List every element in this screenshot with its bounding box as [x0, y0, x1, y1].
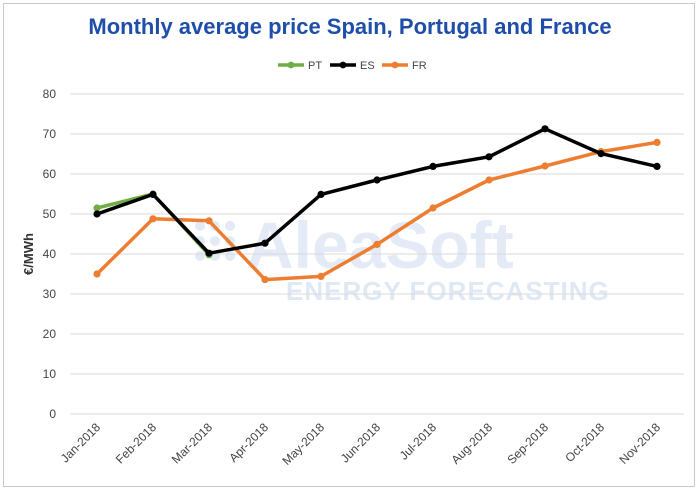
data-point-es — [485, 153, 493, 161]
data-point-fr — [653, 138, 661, 146]
legend-item-pt: PT — [278, 60, 322, 72]
legend-item-fr: FR — [382, 60, 427, 72]
watermark-line2: ENERGY FORECASTING — [286, 276, 610, 306]
data-point-fr — [93, 270, 101, 278]
data-point-fr — [541, 162, 549, 170]
y-tick-label: 80 — [43, 87, 57, 101]
data-point-es — [541, 125, 549, 133]
x-axis-ticks: Jan-2018 Feb-2018 Mar-2018 Apr-2018 May-2018… — [58, 420, 664, 468]
legend-marker — [287, 61, 295, 69]
data-point-es — [93, 210, 101, 218]
data-point-pt — [93, 204, 101, 212]
data-point-es — [317, 190, 325, 198]
legend-label: PT — [308, 60, 322, 72]
legend-marker — [339, 61, 347, 69]
data-point-es — [597, 150, 605, 158]
data-point-fr — [261, 276, 269, 284]
data-point-fr — [317, 272, 325, 280]
x-tick-label: Jan-2018 — [58, 420, 104, 466]
data-point-fr — [373, 240, 381, 248]
data-point-es — [373, 176, 381, 184]
y-tick-label: 30 — [43, 287, 57, 301]
chart-title: Monthly average price Spain, Portugal an… — [88, 14, 612, 39]
data-point-fr — [429, 204, 437, 212]
x-tick-label: May-2018 — [279, 420, 327, 468]
data-point-es — [653, 162, 661, 170]
y-tick-label: 20 — [43, 327, 57, 341]
data-point-es — [205, 249, 213, 257]
x-tick-label: Oct-2018 — [562, 420, 607, 465]
series-es — [93, 125, 661, 257]
y-axis-ticks: 0 10 20 30 40 50 60 70 80 — [43, 87, 57, 421]
data-point-es — [429, 162, 437, 170]
x-tick-label: Jun-2018 — [338, 420, 384, 466]
legend-marker — [391, 61, 399, 69]
series-line-pt — [96, 192, 211, 256]
y-tick-label: 50 — [43, 207, 57, 221]
data-point-fr — [149, 215, 157, 223]
series-lines — [93, 125, 661, 284]
y-tick-label: 0 — [49, 407, 56, 421]
legend-label: FR — [412, 60, 427, 72]
data-point-fr — [205, 217, 213, 225]
x-tick-label: Apr-2018 — [226, 420, 271, 465]
data-point-fr — [485, 176, 493, 184]
x-tick-label: Aug-2018 — [448, 420, 495, 467]
y-tick-label: 10 — [43, 367, 57, 381]
x-tick-label: Sep-2018 — [504, 420, 551, 467]
y-tick-label: 40 — [43, 247, 57, 261]
y-axis-label: €/MWh — [21, 233, 36, 275]
data-point-es — [261, 239, 269, 247]
legend-label: ES — [360, 60, 375, 72]
legend-item-es: ES — [330, 60, 375, 72]
watermark-logo: AleaSoft ENERGY FORECASTING — [195, 208, 610, 306]
y-tick-label: 60 — [43, 167, 57, 181]
series-pt — [93, 190, 213, 259]
series-fr — [93, 138, 661, 284]
chart-frame — [3, 3, 695, 487]
grid — [70, 93, 684, 415]
x-tick-label: Nov-2018 — [616, 420, 663, 467]
x-tick-label: Feb-2018 — [113, 420, 159, 466]
x-tick-label: Mar-2018 — [169, 420, 215, 466]
x-tick-label: Jul-2018 — [397, 420, 440, 463]
data-point-es — [149, 190, 157, 198]
y-tick-label: 70 — [43, 127, 57, 141]
legend: PT ES FR — [278, 60, 427, 72]
